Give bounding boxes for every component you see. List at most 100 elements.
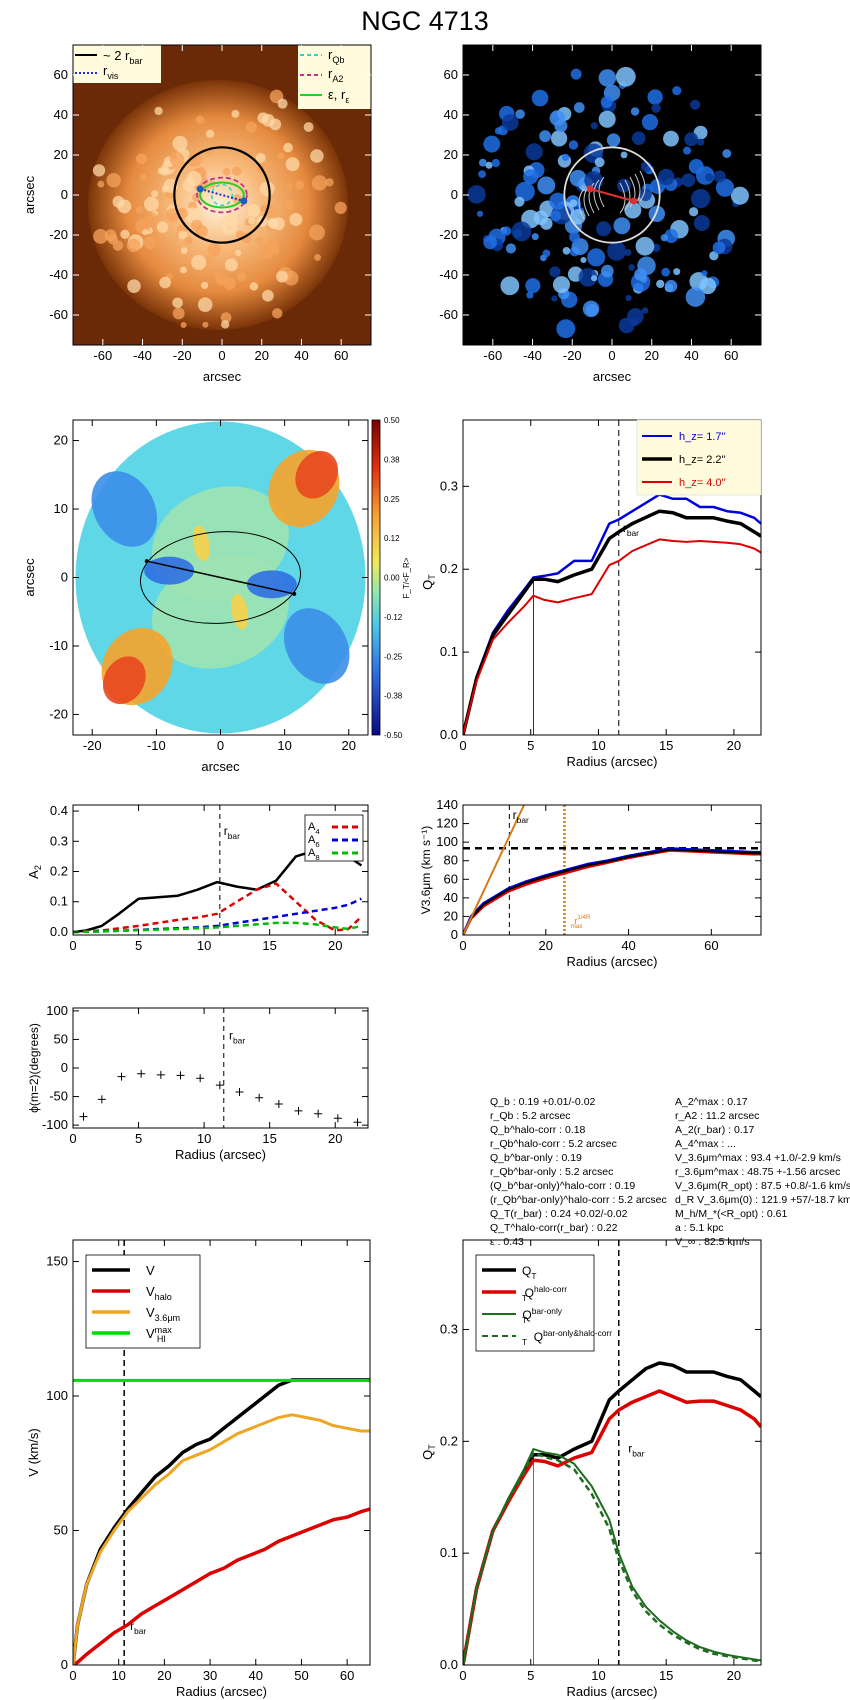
colorbar-tick-label: 0.12 [384, 534, 400, 543]
star-clump [220, 312, 232, 323]
residual-blob [467, 185, 486, 204]
bar-end-point [586, 185, 594, 193]
phase-points [79, 1008, 362, 1128]
axes-frame [72, 1239, 371, 1666]
colorbar-tick-label: 0.38 [384, 455, 400, 464]
phase-point [274, 1100, 283, 1108]
legend-entry: h_z= 2.2'' [679, 454, 726, 466]
residual-blob [561, 153, 570, 161]
residual-blob [584, 170, 604, 190]
residual-blob [549, 110, 566, 126]
residual-blob [722, 149, 732, 158]
x-tick-label: -40 [133, 348, 152, 363]
y-axis-label: arcsec [22, 558, 37, 597]
star-clump [112, 195, 125, 208]
star-clump [186, 171, 202, 187]
series-line [463, 849, 761, 935]
axes-optical: -60 -40 -20 0 20 40 60 -60 -40 -20 0 20 40 60 [49, 44, 372, 363]
phase-point [97, 1095, 106, 1104]
residual-blob [550, 130, 568, 147]
star-clump [204, 256, 214, 266]
star-clump [120, 229, 130, 240]
residual-blob [641, 307, 649, 314]
y-tick-label: -10 [49, 638, 68, 653]
residual-blob [701, 270, 708, 277]
parameter-row: V_3.6μm(R_opt) : 87.5 +0.8/-1.6 km/s [675, 1180, 850, 1192]
legend-left-box [73, 45, 161, 83]
residual-blob [476, 210, 484, 217]
y-tick-label: 100 [436, 834, 458, 849]
residual-blob [630, 107, 640, 116]
star-clump [235, 141, 242, 149]
star-clump [97, 180, 105, 188]
residual-blob [587, 248, 606, 267]
y-tick-label: 0 [61, 570, 68, 585]
x-tick-label: 60 [724, 348, 738, 363]
residual-blob [485, 161, 493, 169]
colorbar-tick-label: -0.50 [384, 731, 403, 740]
force-map-region [91, 471, 158, 547]
y-tick-label: 60 [444, 67, 458, 82]
star-clump [277, 152, 285, 160]
phase-point [137, 1069, 146, 1078]
parameter-row: d_R V_3.6μm(0) : 121.9 +57/-18.7 km/s/kp… [675, 1194, 850, 1206]
residual-blob [685, 287, 706, 307]
star-clump [232, 166, 242, 176]
y-axis-label: V3.6μm (km s⁻¹) [419, 826, 433, 915]
phase-point [176, 1071, 185, 1080]
y-tick-label: 10 [54, 501, 68, 516]
y-tick-label: 80 [444, 853, 458, 868]
legend-entry: QT [522, 1264, 536, 1281]
contour [624, 179, 631, 211]
parameter-row: Q_T^halo-corr(r_bar) : 0.22 [490, 1222, 618, 1234]
legend-entry: h_z= 4.0'' [679, 477, 726, 489]
x-tick-label: 20 [254, 348, 268, 363]
residual-blob [562, 246, 571, 255]
parameter-row: r_Qb : 5.2 arcsec [490, 1110, 571, 1122]
residual-blob [505, 243, 516, 254]
axes-frame [462, 1239, 762, 1666]
contour [578, 188, 585, 220]
phase-point [314, 1109, 323, 1118]
parameter-row: a : 5.1 kpc [675, 1222, 724, 1234]
series-line [463, 1451, 761, 1665]
y-tick-label: 100 [46, 1003, 68, 1018]
y-tick-label: 0 [451, 187, 458, 202]
parameter-row: Q_b^bar-only : 0.19 [490, 1152, 582, 1164]
colorbar-tick-label: 0.25 [384, 495, 400, 504]
residual-blob [663, 130, 679, 147]
parameter-column-right: A_2^max : 0.17 r_A2 : 11.2 arcsec A_2(r_ba… [675, 1095, 850, 1249]
bar-end-point [144, 559, 149, 564]
x-tick-label: -20 [83, 738, 102, 753]
force-map-region [102, 656, 146, 705]
parameter-row: A_4^max : ... [675, 1138, 736, 1150]
star-clump [172, 307, 185, 320]
velocity-decomposition [73, 1240, 370, 1665]
x-tick-label: 10 [197, 1131, 211, 1146]
phase-point [215, 1081, 224, 1090]
y-tick-label: -60 [439, 307, 458, 322]
legend-entry: ε, rε [328, 87, 349, 105]
rvis-point [240, 197, 248, 205]
star-clump [314, 254, 321, 261]
residual-blob [590, 122, 598, 130]
y-axis-label: ϕ(m=2)(degrees) [27, 1023, 41, 1113]
legend-entry: rvis [103, 63, 119, 81]
residual-blob [525, 278, 541, 294]
series-line [463, 805, 526, 935]
x-tick-label: 15 [262, 938, 276, 953]
residual-blob [664, 279, 678, 293]
x-tick-label: 0 [459, 938, 466, 953]
x-tick-label: 10 [111, 1668, 125, 1683]
series-line [463, 538, 761, 735]
x-tick-label: -60 [93, 348, 112, 363]
rbar-annotation: rbar [224, 824, 240, 841]
axes-forcemap: -20 -10 0 10 20 -20 -10 0 10 20 [49, 419, 369, 753]
colorbar-tick-label: -0.25 [384, 652, 403, 661]
star-clump [231, 109, 240, 118]
residual-blob [624, 248, 632, 257]
qt-profile-axes: 0 5 10 15 20 0.0 0.1 0.2 0.3 [440, 419, 762, 753]
star-clump [159, 276, 171, 289]
x-tick-label: 0 [218, 348, 225, 363]
